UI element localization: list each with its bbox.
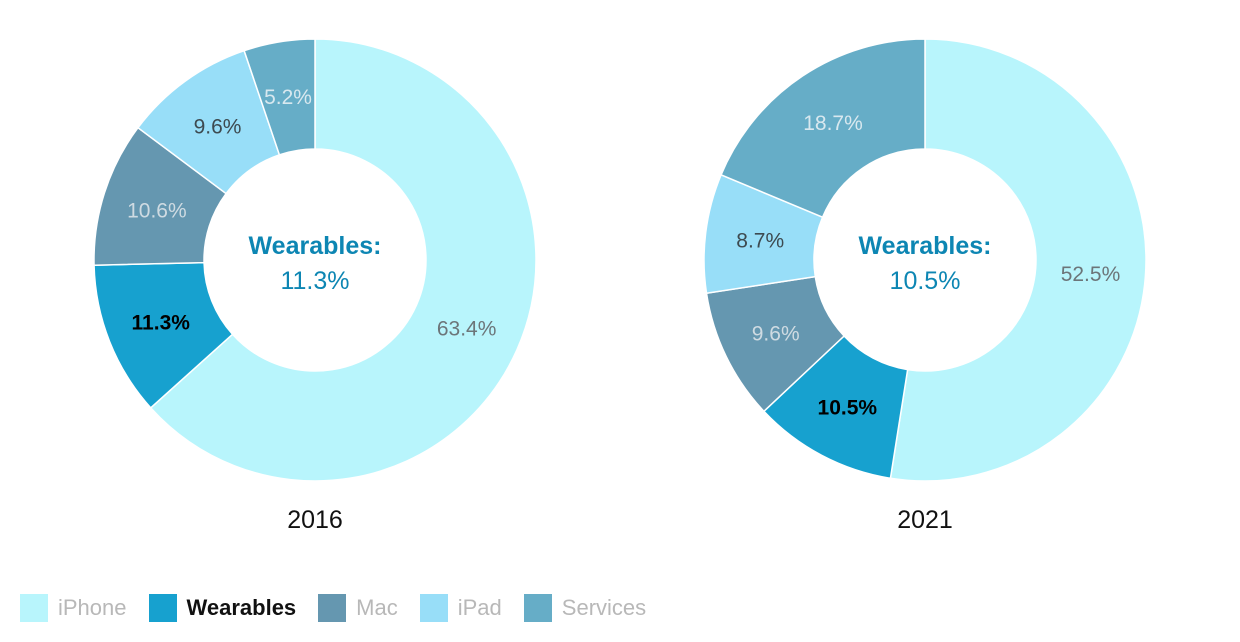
slice-label-services-2021: 18.7% [803,112,863,135]
slice-labels-2021: 52.5% 10.5% 9.6% 8.7% 18.7% [736,112,1120,420]
legend-swatch-iphone [20,594,48,622]
legend-item-iphone: iPhone [20,594,127,622]
slice-labels-2016: 63.4% 11.3% 10.6% 9.6% 5.2% [127,86,496,340]
legend-swatch-services [523,594,552,622]
slice-label-wearables-2016: 11.3% [132,311,191,334]
center-label-2016: Wearables: [249,232,382,260]
legend-item-wearables: Wearables [148,594,297,622]
slice-iphone-2016 [149,38,537,482]
legend-label-ipad: iPad [457,595,502,620]
slices-2021 [703,38,1147,482]
center-label-2021: Wearables: [859,232,992,260]
legend-label-wearables: Wearables [186,595,297,620]
legend-label-services: Services [561,595,647,620]
chart-title-2021: 2021 [897,506,953,534]
legend-item-ipad: iPad [419,594,502,622]
slices-2016 [93,38,537,482]
slice-label-iphone-2021: 52.5% [1061,263,1121,286]
slice-label-ipad-2016: 9.6% [194,116,242,139]
donut-2016: 63.4% 11.3% 10.6% 9.6% 5.2% Wearables: 11.3%… [93,38,537,534]
legend-swatch-mac [318,594,347,622]
legend-swatch-wearables [148,594,177,622]
legend-item-services: Services [523,594,647,622]
donut-2021: 52.5% 10.5% 9.6% 8.7% 18.7% Wearables: 10.5%… [703,38,1147,534]
slice-label-mac-2016: 10.6% [127,199,187,222]
slice-label-wearables-2021: 10.5% [818,397,878,420]
slice-services-2016 [243,38,316,156]
slice-label-ipad-2021: 8.7% [736,230,784,253]
chart-title-2016: 2016 [287,506,343,534]
center-value-2016: 11.3% [280,267,349,295]
slice-label-iphone-2016: 63.4% [437,318,497,341]
legend-label-iphone: iPhone [58,595,127,620]
legend: iPhone Wearables Mac iPad Services [20,594,668,622]
legend-swatch-ipad [419,594,448,622]
slice-label-mac-2021: 9.6% [752,323,800,346]
slice-iphone-2021 [889,38,1147,482]
slice-label-services-2016: 5.2% [264,86,312,109]
legend-label-mac: Mac [356,595,398,620]
center-value-2021: 10.5% [890,267,961,295]
slice-services-2021 [720,38,926,219]
legend-item-mac: Mac [318,594,398,622]
